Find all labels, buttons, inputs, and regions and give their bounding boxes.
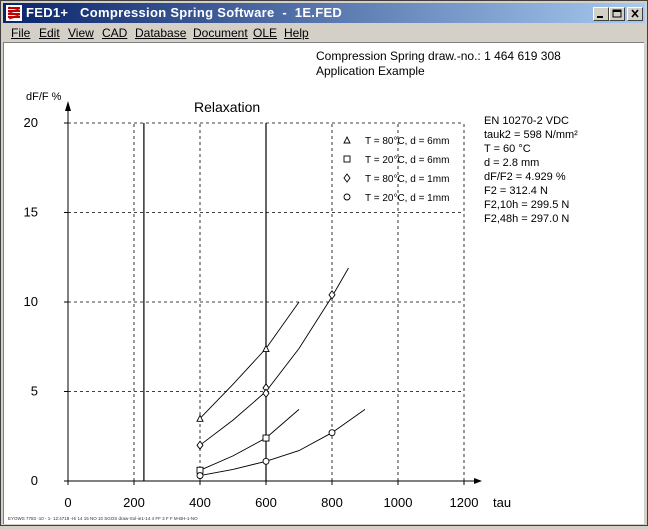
legend-label: T = 80°C, d = 6mm xyxy=(365,136,449,147)
series-line xyxy=(199,267,349,446)
y-axis-arrow xyxy=(65,101,71,111)
series xyxy=(196,267,366,480)
legend-marker-square xyxy=(343,155,351,163)
data-point-circle xyxy=(262,457,270,465)
close-button[interactable] xyxy=(627,7,643,21)
x-tick-label: 400 xyxy=(189,495,211,510)
menu-ole[interactable]: OLE xyxy=(253,26,278,40)
data-point-diamond xyxy=(328,290,336,300)
legend-marker-diamond xyxy=(343,173,351,183)
info-line: T = 60 °C xyxy=(484,143,531,155)
info-line: F2,10h = 299.5 N xyxy=(484,199,569,211)
x-tick-label: 200 xyxy=(123,495,145,510)
y-tick-label: 5 xyxy=(31,384,38,399)
minimize-icon xyxy=(597,16,603,18)
relaxation-chart: Compression Spring draw.-no.: 1 464 619 … xyxy=(8,49,578,521)
maximize-icon xyxy=(612,9,622,18)
window-title: FED1+ Compression Spring Software - 1E.F… xyxy=(26,5,343,20)
maximize-button[interactable] xyxy=(609,7,625,21)
header-application: Application Example xyxy=(316,64,425,78)
series-line xyxy=(199,409,300,471)
x-axis-label: tau xyxy=(493,495,511,510)
title-bar[interactable]: FED1+ Compression Spring Software - 1E.F… xyxy=(3,3,645,23)
legend-marker-circle xyxy=(343,193,351,201)
info-line: EN 10270-2 VDC xyxy=(484,115,569,127)
info-line: tauk2 = 598 N/mm² xyxy=(484,129,578,141)
x-tick-label: 1200 xyxy=(450,495,479,510)
grid xyxy=(68,122,465,481)
data-point-diamond xyxy=(196,440,204,450)
document-area: Compression Spring draw.-no.: 1 464 619 … xyxy=(3,42,644,524)
minimize-button[interactable] xyxy=(593,7,609,21)
y-tick-label: 10 xyxy=(24,294,38,309)
info-line: F2 = 312.4 N xyxy=(484,185,548,197)
axes: 0 200 400 600 800 1000 1200 0 5 10 15 20 xyxy=(24,101,482,510)
y-axis-label: dF/F % xyxy=(26,91,62,103)
legend: T = 80°C, d = 6mm T = 20°C, d = 6mm T = 80… xyxy=(343,135,449,204)
info-line: F2,48h = 297.0 N xyxy=(484,213,569,225)
info-line: d = 2.8 mm xyxy=(484,157,539,169)
series-line xyxy=(199,409,366,477)
chart-title: Relaxation xyxy=(194,99,260,115)
data-point-diamond xyxy=(262,388,270,399)
menu-file[interactable]: File xyxy=(11,26,31,40)
menu-bar: File Edit View CAD Database Document OLE… xyxy=(3,24,645,42)
data-point-circle xyxy=(196,472,204,480)
legend-marker-triangle xyxy=(343,135,351,144)
header-drawing-number: Compression Spring draw.-no.: 1 464 619 … xyxy=(316,49,561,63)
legend-label: T = 20°C, d = 6mm xyxy=(365,155,449,166)
menu-database[interactable]: Database xyxy=(135,26,187,40)
y-tick-label: 20 xyxy=(24,115,38,130)
legend-label: T = 80°C, d = 1mm xyxy=(365,174,449,185)
menu-view[interactable]: View xyxy=(68,26,94,40)
y-tick-label: 15 xyxy=(24,205,38,220)
menu-edit[interactable]: Edit xyxy=(39,26,60,40)
x-tick-label: 600 xyxy=(255,495,277,510)
series-line xyxy=(199,301,300,419)
y-tick-label: 0 xyxy=(31,473,38,488)
x-axis-arrow xyxy=(474,478,482,484)
x-tick-label: 1000 xyxy=(384,495,413,510)
data-point-triangle xyxy=(262,344,270,352)
close-icon xyxy=(631,9,639,18)
data-point-circle xyxy=(328,429,336,437)
legend-label: T = 20°C, d = 1mm xyxy=(365,193,449,204)
data-point-triangle xyxy=(196,414,204,422)
data-point-square xyxy=(262,434,270,442)
info-line: dF/F2 = 4.929 % xyxy=(484,171,566,183)
app-logo-icon xyxy=(6,5,22,21)
x-tick-label: 800 xyxy=(321,495,343,510)
footer-text: EYOWS 7783 -10 - 1- 12:4718 -Hi 14 15 NO… xyxy=(8,516,198,521)
x-tick-label: 0 xyxy=(64,495,71,510)
menu-document[interactable]: Document xyxy=(193,26,248,40)
menu-cad[interactable]: CAD xyxy=(102,26,128,40)
menu-help[interactable]: Help xyxy=(284,26,309,40)
